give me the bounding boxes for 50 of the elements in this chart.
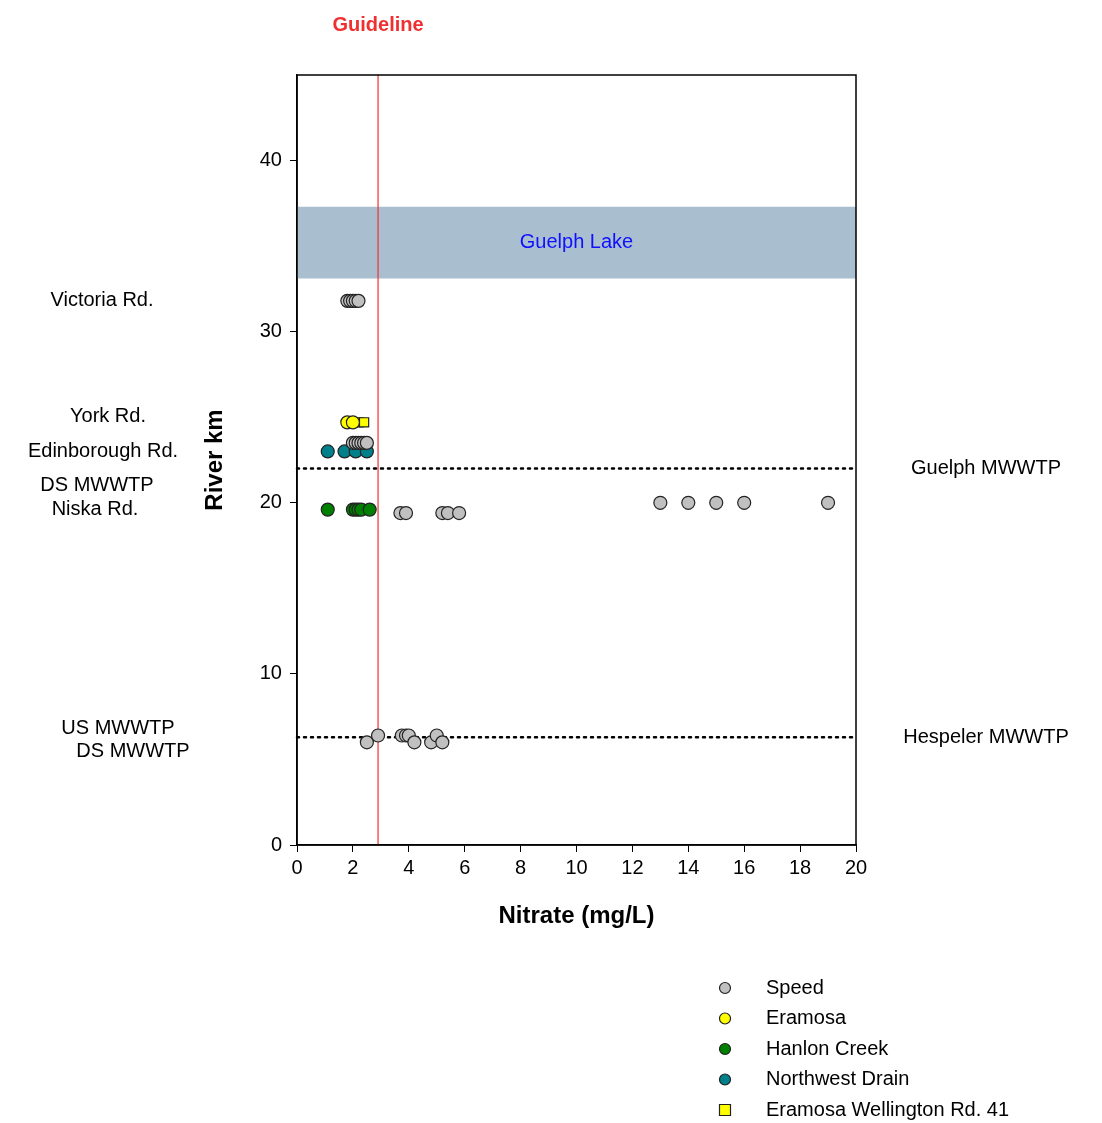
legend-label: Eramosa Wellington Rd. 41 [766,1097,1010,1120]
x-tick-label: 12 [621,855,644,878]
point [398,505,414,521]
x-tick-label: 20 [844,855,868,878]
point [345,415,360,430]
point [407,735,422,750]
point [681,495,696,510]
legend-label: Eramosa [766,1006,847,1029]
y-tick-label: 30 [259,319,282,342]
y-tick-label: 20 [259,490,282,513]
text: DS MWWTP [40,472,154,495]
y-axis-title: River km [200,409,228,511]
point [358,417,370,428]
point [435,735,450,750]
text: Edinborough Rd. [27,438,179,461]
ref-line-label: Hespeler MWWTP [903,724,1069,747]
point [820,495,836,510]
x-tick-label: 16 [733,855,756,878]
x-tick-label: 6 [459,855,471,878]
x-axis-title: Nitrate (mg/L) [498,901,655,929]
x-tick-label: 2 [347,855,359,878]
text: DS MWWTP [76,738,190,761]
ref-line-label: Guelph MWWTP [910,456,1062,479]
point [653,495,668,510]
x-tick-label: 10 [565,855,588,878]
x-tick-label: 0 [291,855,303,878]
point [320,444,335,459]
text: Niska Rd. [51,496,139,519]
legend-label: Hanlon Creek [766,1036,890,1059]
y-tick-label: 40 [259,148,282,171]
point [737,495,752,510]
point [709,495,724,510]
point [370,728,386,743]
legend-label: Speed [766,975,824,998]
x-tick-label: 8 [515,855,527,878]
point [452,505,467,521]
point [359,735,374,750]
band-label: Guelph Lake [519,230,634,253]
y-tick-label: 10 [259,661,282,684]
ref-line-label: Guideline [332,12,424,35]
legend-label: Northwest Drain [766,1067,910,1090]
x-tick-label: 4 [403,855,415,878]
point [320,502,335,517]
point [362,502,377,517]
x-tick-label: 18 [788,855,812,878]
text: York Rd. [70,403,146,426]
y-tick-label: 0 [270,832,282,855]
x-tick-label: 14 [677,855,700,878]
text: Victoria Rd. [50,287,154,310]
text: US MWWTP [61,715,175,738]
